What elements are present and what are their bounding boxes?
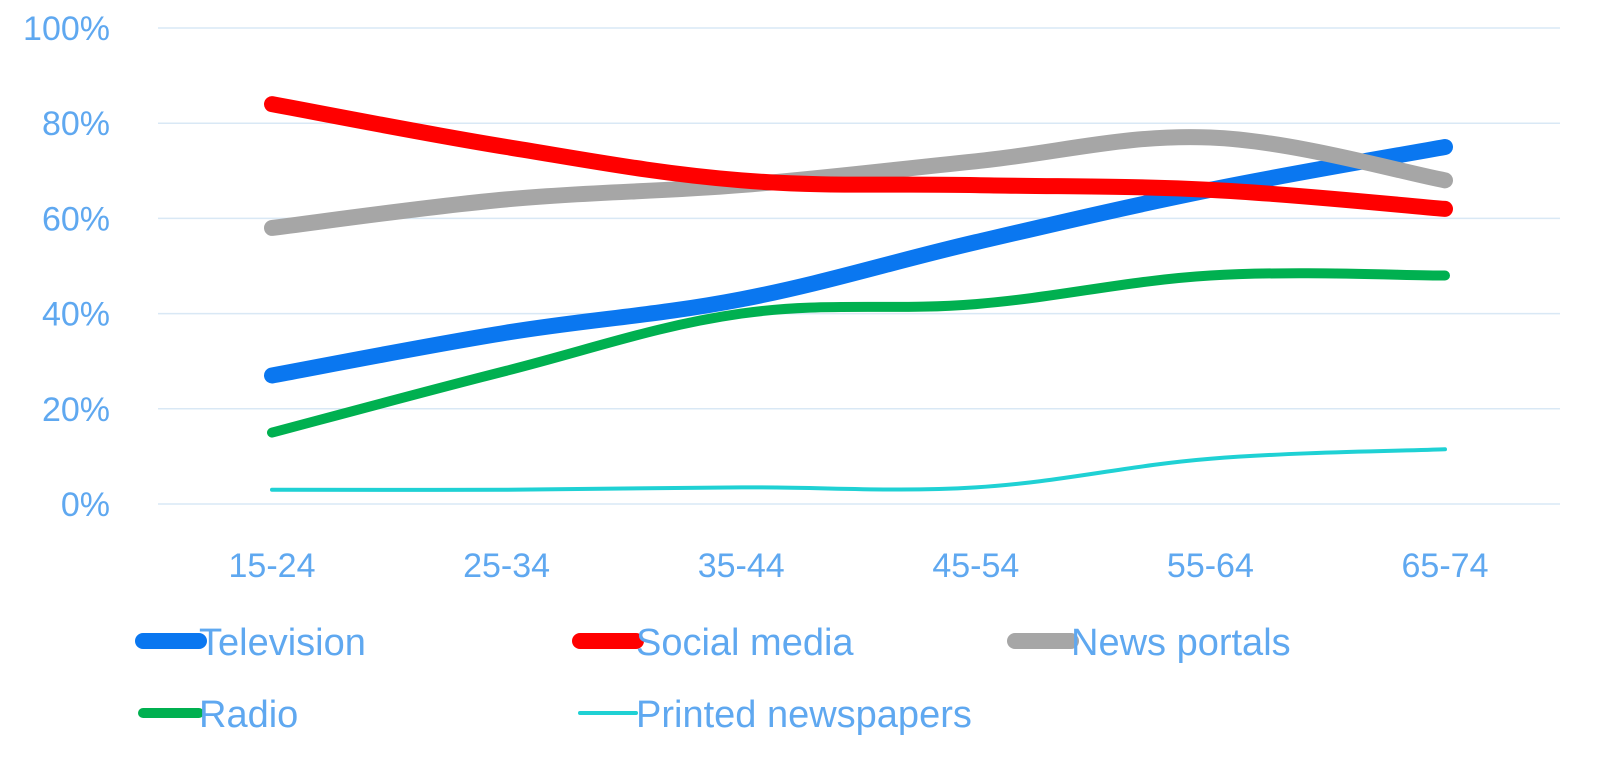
- x-tick-label: 15-24: [229, 547, 316, 585]
- y-tick-label: 20%: [42, 391, 110, 429]
- y-axis-tick-labels: 0% 20% 40% 60% 80% 100%: [23, 10, 110, 524]
- legend-label: Printed newspapers: [636, 694, 972, 736]
- legend-label: Radio: [199, 694, 298, 736]
- x-axis-tick-labels: 15-24 25-34 35-44 45-54 55-64 65-74: [229, 547, 1489, 585]
- legend-item-radio: Radio: [138, 694, 298, 736]
- y-tick-label: 80%: [42, 105, 110, 143]
- series-line-news-portals: [264, 129, 1453, 236]
- y-tick-label: 100%: [23, 10, 110, 48]
- series-line-printed-newspapers: [270, 447, 1447, 492]
- legend-label: News portals: [1071, 622, 1291, 664]
- x-tick-label: 25-34: [463, 547, 550, 585]
- legend-label: Social media: [636, 622, 854, 664]
- y-tick-label: 0%: [61, 486, 110, 524]
- legend-item-news-portals: News portals: [1007, 622, 1291, 664]
- series-line-radio: [267, 268, 1450, 438]
- x-tick-label: 55-64: [1167, 547, 1254, 585]
- series-line-television: [264, 139, 1453, 384]
- x-tick-label: 65-74: [1402, 547, 1489, 585]
- y-tick-label: 40%: [42, 296, 110, 334]
- x-tick-label: 35-44: [698, 547, 785, 585]
- legend-item-television: Television: [135, 622, 366, 664]
- legend: Television Social media News portals Radio P…: [135, 622, 1291, 736]
- series-lines: [264, 96, 1453, 492]
- y-tick-label: 60%: [42, 200, 110, 238]
- x-tick-label: 45-54: [932, 547, 1019, 585]
- legend-label: Television: [199, 622, 366, 664]
- legend-item-social-media: Social media: [572, 622, 854, 664]
- legend-item-printed-newspapers: Printed newspapers: [578, 694, 972, 736]
- series-line-social-media: [264, 96, 1453, 217]
